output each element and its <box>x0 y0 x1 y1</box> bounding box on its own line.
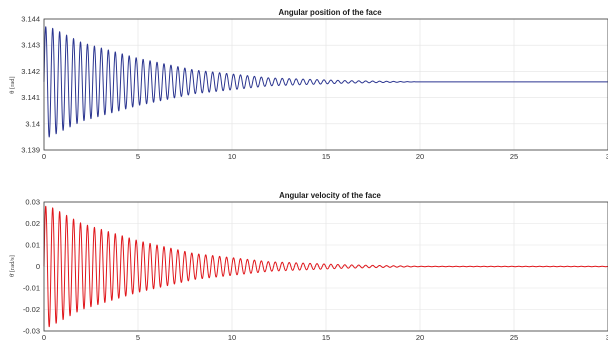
y-tick-label: 0.02 <box>25 219 40 228</box>
x-tick-label: 15 <box>322 333 330 342</box>
x-tick-label: 5 <box>136 152 140 161</box>
plot-frame <box>43 201 608 332</box>
x-tick-label: 20 <box>416 152 424 161</box>
y-tick-label: -0.01 <box>23 284 40 293</box>
chart-title: Angular velocity of the face <box>279 191 381 200</box>
x-tick-labels: 0 5 10 15 20 25 3 <box>42 333 608 342</box>
position-chart: Angular position of the face 0 5 10 15 20 25 3… <box>9 8 608 161</box>
y-tick-label: 3.14 <box>25 119 40 128</box>
x-tick-label: 15 <box>322 152 330 161</box>
series-lines <box>43 205 608 328</box>
series-line <box>43 205 608 328</box>
plot-frame <box>43 18 608 151</box>
y-tick-label: 0.01 <box>25 241 40 250</box>
y-tick-label: 3.143 <box>21 41 40 50</box>
x-tick-label: 20 <box>416 333 424 342</box>
x-tick-label: 0 <box>42 333 46 342</box>
series-lines <box>43 26 608 138</box>
y-tick-label: 3.139 <box>21 146 40 155</box>
y-tick-label: 0 <box>36 262 40 271</box>
y-tick-label: -0.02 <box>23 305 40 314</box>
x-tick-label: 25 <box>510 333 518 342</box>
y-tick-label: 0.03 <box>25 198 40 207</box>
y-axis-label: θ̇ [rad/s] <box>9 255 16 277</box>
x-tick-label: 10 <box>228 333 236 342</box>
velocity-chart: Angular velocity of the face 0 5 10 15 20 25 3… <box>9 191 608 342</box>
x-tick-label: 0 <box>42 152 46 161</box>
x-tick-label: 10 <box>228 152 236 161</box>
series-line <box>43 26 608 138</box>
x-tick-label: 3 <box>606 333 608 342</box>
x-tick-label: 5 <box>136 333 140 342</box>
y-tick-label: 3.144 <box>21 15 40 24</box>
y-tick-labels: 3.139 3.14 3.141 3.142 3.143 3.144 <box>21 15 40 155</box>
x-tick-label: 3 <box>606 152 608 161</box>
y-axis-label: θ [rad] <box>9 76 16 93</box>
y-tick-label: 3.142 <box>21 67 40 76</box>
y-tick-labels: -0.03 -0.02 -0.01 0 0.01 0.02 0.03 <box>23 198 40 336</box>
y-tick-label: 3.141 <box>21 93 40 102</box>
y-tick-label: -0.03 <box>23 327 40 336</box>
chart-title: Angular position of the face <box>278 8 382 17</box>
x-tick-labels: 0 5 10 15 20 25 3 <box>42 152 608 161</box>
x-tick-label: 25 <box>510 152 518 161</box>
